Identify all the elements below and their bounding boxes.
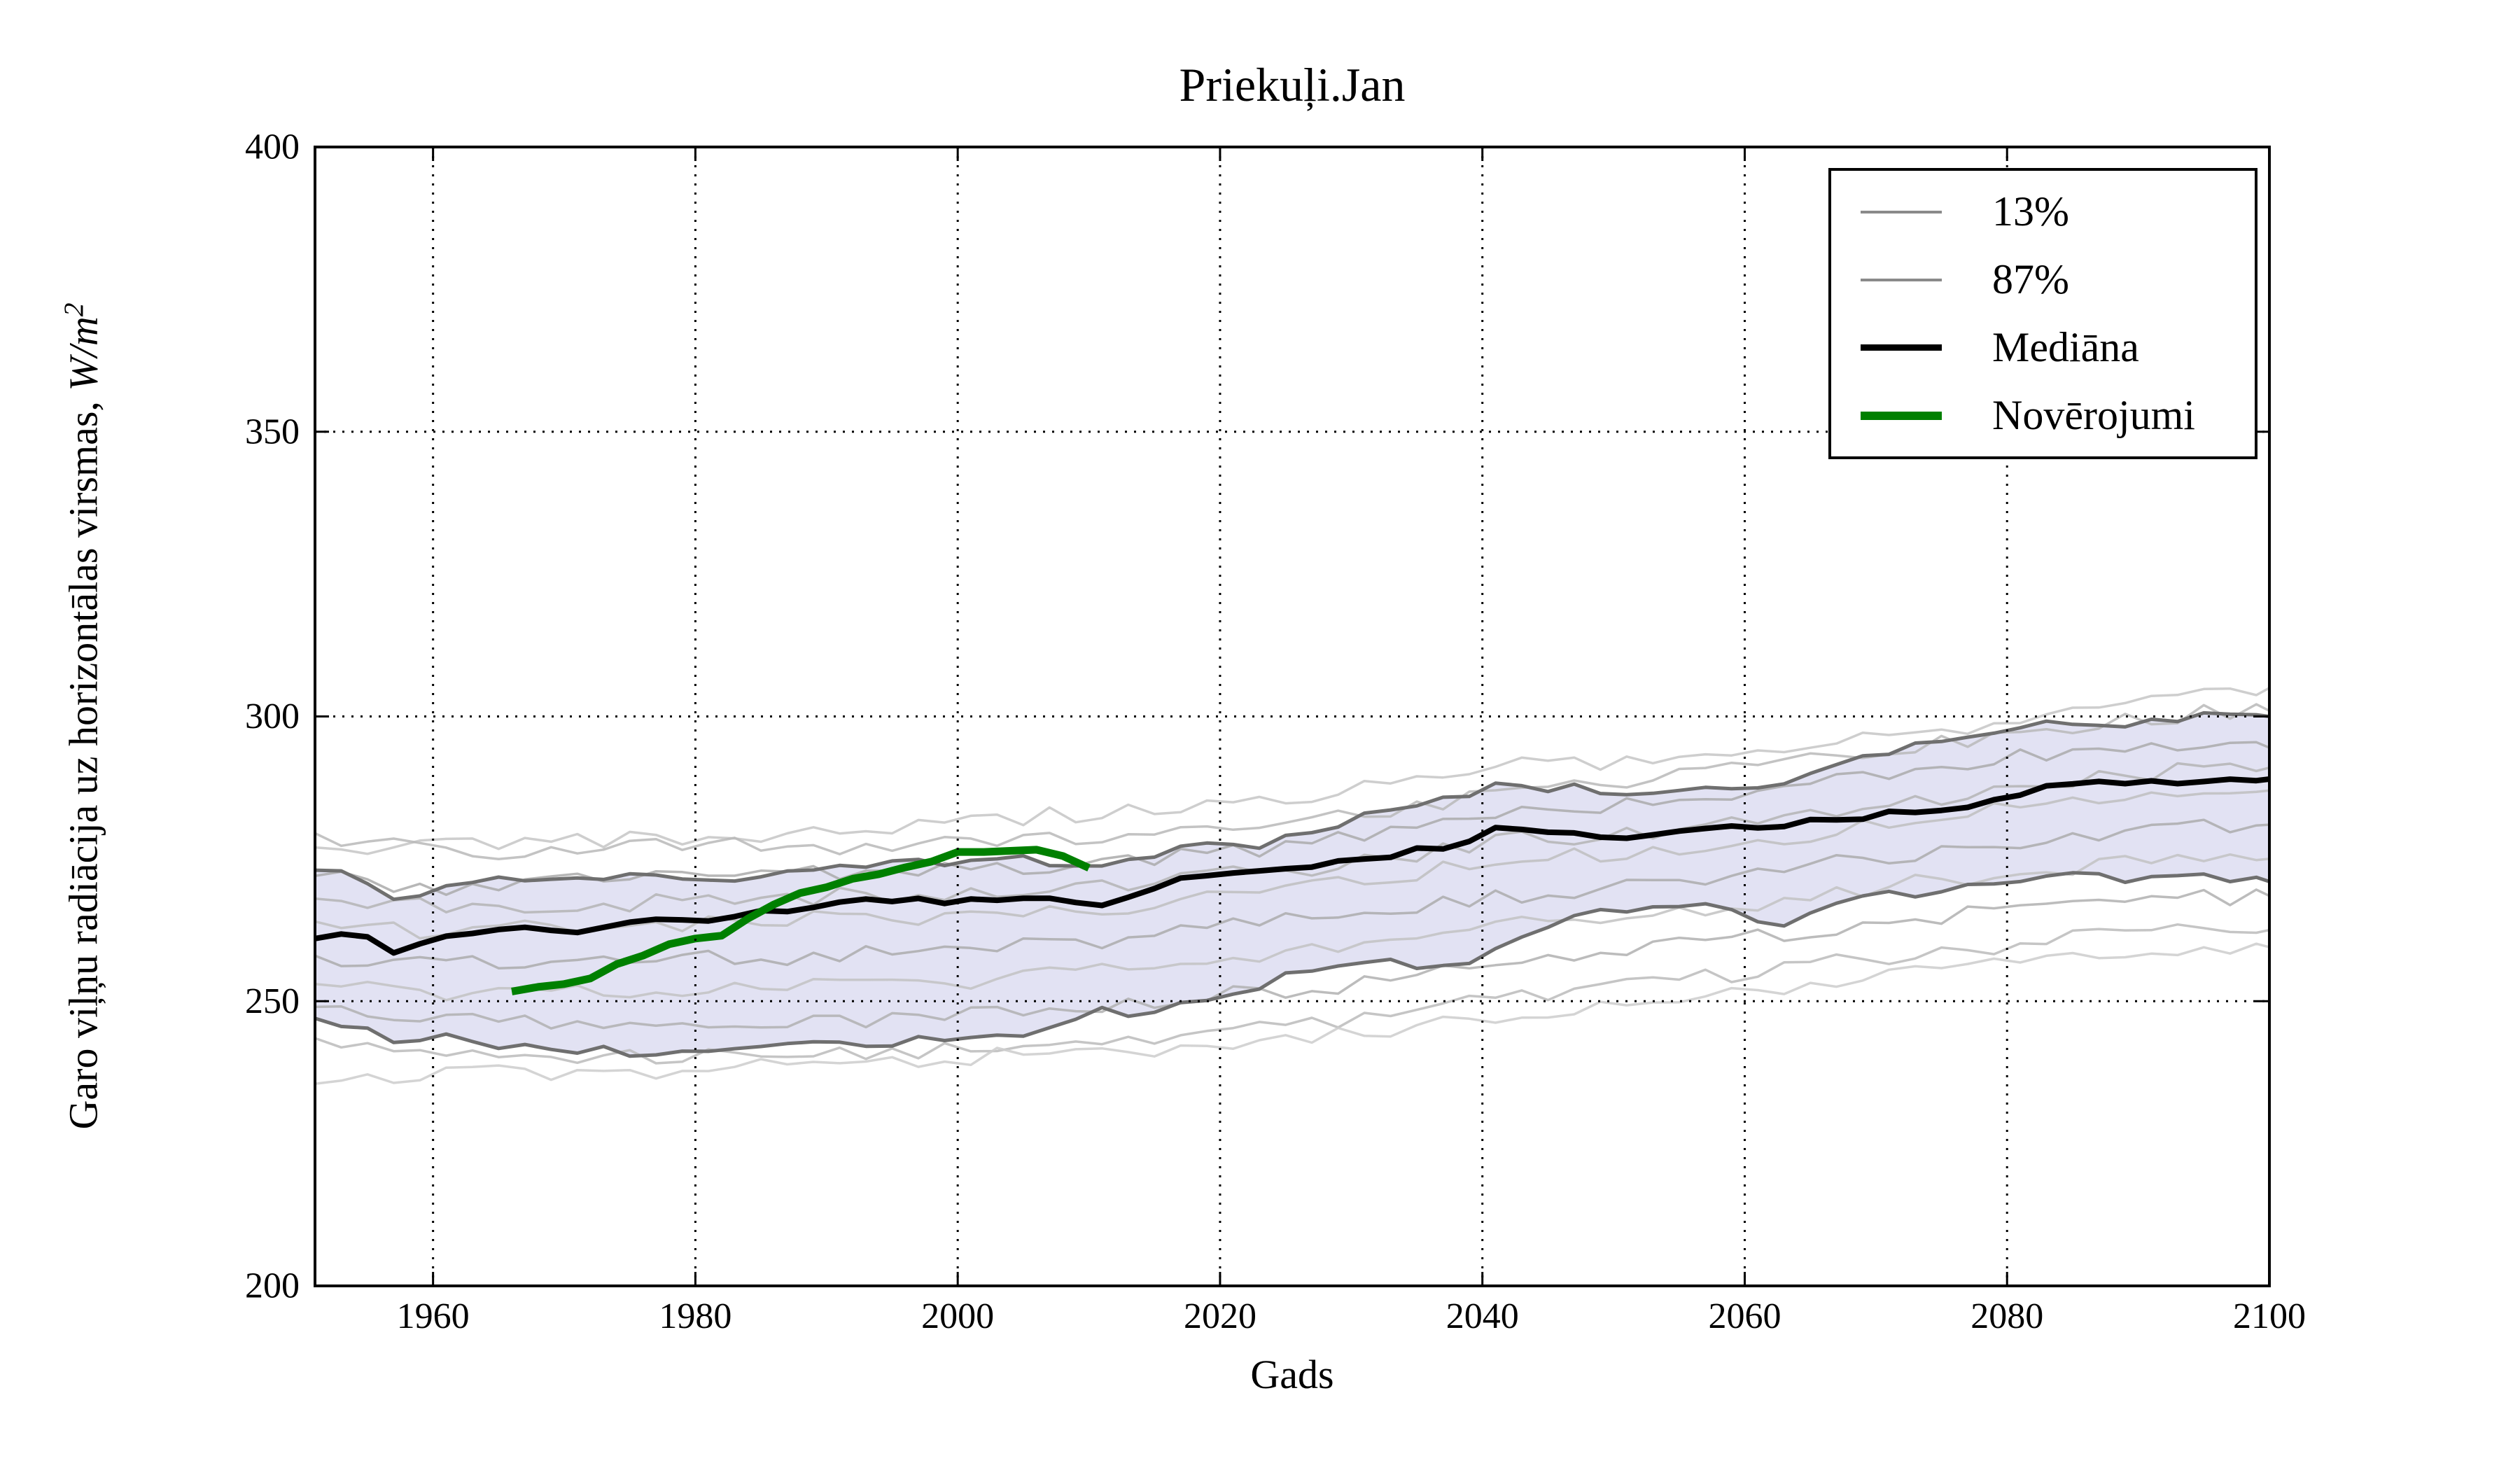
plot-inner	[315, 687, 2269, 1085]
ensemble-line	[315, 762, 2269, 914]
chart-title: Priekuļi.Jan	[1179, 58, 1406, 111]
x-tick-label: 2080	[1970, 1296, 2043, 1336]
percentile-87-line	[315, 710, 2269, 902]
ensemble-line	[315, 703, 2269, 860]
legend: 13% 87% Mediāna Novērojumi	[1828, 168, 2258, 459]
tick-labels: 1960 1980 2000 2020 2040 2060 2080 2100 200 250 30…	[245, 127, 2306, 1337]
legend-label: 87%	[1992, 256, 2069, 302]
legend-entry-3: Mediāna	[1861, 316, 2255, 380]
x-tick-label: 1960	[397, 1296, 470, 1336]
x-tick-label: 2040	[1446, 1296, 1519, 1336]
y-tick-label: 250	[245, 981, 300, 1021]
y-tick-label: 400	[245, 127, 300, 167]
y-tick-label: 300	[245, 696, 300, 736]
percentile-13-line	[315, 871, 2269, 1058]
median-line	[315, 776, 2269, 956]
axis-ticks	[315, 146, 2271, 1287]
ensemble-line	[315, 818, 2269, 969]
y-tick-label: 200	[245, 1266, 300, 1306]
x-tick-label: 2020	[1184, 1296, 1256, 1336]
x-tick-label: 2100	[2233, 1296, 2306, 1336]
legend-label: 13%	[1992, 188, 2069, 234]
legend-swatch-icon	[1861, 411, 1942, 420]
legend-entry-2: 87%	[1861, 248, 2255, 312]
legend-entry-1: 13%	[1861, 180, 2255, 244]
x-tick-label: 2060	[1708, 1296, 1781, 1336]
ensemble-line	[315, 687, 2269, 855]
ensemble-line	[315, 888, 2269, 1030]
ensemble-line	[315, 853, 2269, 1002]
legend-label: Novērojumi	[1992, 392, 2195, 438]
ensemble-line	[315, 942, 2269, 1085]
observations-line	[511, 846, 1091, 995]
ensemble-line	[315, 789, 2269, 940]
legend-swatch-icon	[1861, 210, 1942, 214]
y-tick-label: 350	[245, 412, 300, 451]
legend-swatch-icon	[1861, 344, 1942, 351]
y-axis-label: Garo viļņu radiācija uz horizontālas vir…	[58, 302, 106, 1130]
x-axis-label: Gads	[1250, 1352, 1334, 1397]
legend-entry-4: Novērojumi	[1861, 384, 2255, 448]
x-tick-label: 2000	[921, 1296, 994, 1336]
x-tick-label: 1980	[659, 1296, 732, 1336]
legend-swatch-icon	[1861, 278, 1942, 281]
legend-label: Mediāna	[1992, 324, 2139, 370]
